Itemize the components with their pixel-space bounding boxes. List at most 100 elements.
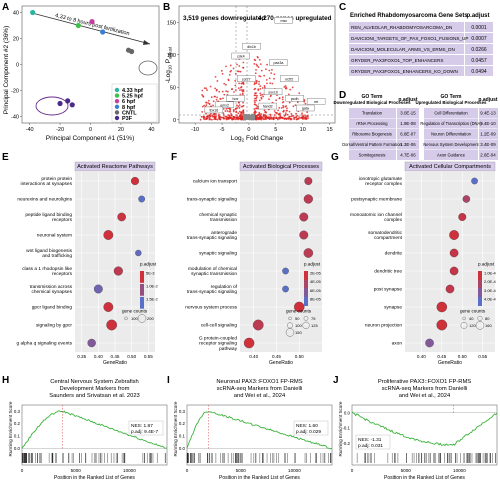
legend-swatch	[114, 93, 120, 98]
volcano-point	[284, 87, 287, 90]
dotplot-category-label: protein protein	[41, 176, 72, 182]
gsea-title-line: Saunders and Srivatsan et al. 2023	[49, 393, 140, 399]
dotplot-dot	[138, 195, 146, 203]
legend-swatch	[114, 99, 120, 104]
dotplot-dot	[135, 249, 142, 257]
volcano-point	[229, 116, 232, 119]
pca-ylabel: Principal Component #2 (36%)	[3, 26, 10, 115]
volcano-point	[209, 118, 212, 121]
volcano-point	[242, 66, 245, 69]
dotplot-dot	[117, 212, 126, 222]
dotplot-xtick-label: 0.50	[127, 354, 136, 359]
volcano-point	[281, 101, 284, 104]
volcano-point	[237, 118, 240, 121]
gene-set-cell	[349, 44, 464, 54]
go-left-cell	[349, 108, 396, 118]
gsea-ytick-label: -0.1	[342, 426, 350, 431]
gsea-enrichment-curve	[186, 411, 333, 450]
dotplot-size-legend-label: 120	[469, 323, 476, 328]
dotplot-category-label: chemical synaptic	[199, 212, 237, 218]
dotplot-color-legend-title: p.adjust	[140, 262, 157, 267]
volcano-point	[200, 115, 203, 118]
volcano-point	[212, 100, 215, 103]
volcano-point	[206, 117, 209, 120]
volcano-gene-label: hand2	[263, 105, 273, 109]
volcano-point	[259, 92, 262, 95]
volcano-point	[284, 105, 287, 108]
volcano-point-ns	[244, 115, 247, 118]
gsea-ylabel: Running Enrichment Score	[173, 401, 178, 456]
dotplot-dot	[282, 285, 289, 293]
panel-d: GO Term Downregulated Biological Process…	[333, 94, 498, 160]
dotplot-category-label: complex	[384, 217, 402, 223]
volcano-point	[282, 104, 285, 107]
dotplot-dot	[458, 213, 467, 221]
volcano-point	[201, 89, 204, 92]
volcano-point	[288, 101, 291, 104]
dotplot-category-label: interactions at synapses	[21, 181, 73, 187]
legend-swatch	[114, 110, 120, 115]
volcano-point	[239, 116, 242, 119]
volcano-point	[287, 93, 290, 96]
volcano-gene-label: pcdh	[291, 97, 299, 101]
volcano-ytick-label: 150	[167, 20, 176, 26]
volcano-point	[214, 75, 217, 78]
gene-set-p: 0.0001	[471, 25, 487, 31]
volcano-point	[291, 86, 294, 89]
go-terms-table: Translation 3.0E-15 rRNA Processing 1.9E-08…	[342, 108, 498, 160]
dotplot-color-legend-label: 1.0E-2	[146, 283, 159, 288]
volcano-point	[265, 78, 268, 81]
pca-point-6hpf	[89, 19, 95, 25]
volcano-point-ns	[244, 118, 247, 121]
go-left-p-cell	[397, 150, 419, 160]
dotplot-category-label: receptor signaling	[199, 341, 237, 347]
volcano-point	[240, 113, 243, 116]
volcano-point	[227, 118, 230, 121]
volcano-point	[275, 99, 278, 102]
volcano-point	[295, 118, 298, 121]
volcano-point	[215, 89, 218, 92]
volcano-point	[240, 111, 243, 114]
dotplot-size-legend-label: 50	[295, 316, 300, 321]
volcano-xtick-label: 5	[274, 127, 277, 133]
pca-ytick-label: 0	[16, 63, 19, 69]
dotplot-dot	[293, 301, 305, 313]
volcano-point	[210, 105, 212, 108]
volcano-point	[270, 72, 273, 75]
gsea-xlabel: Position in the Ranked List of Genes	[54, 475, 135, 481]
volcano-ytick-label: 100	[167, 53, 176, 59]
volcano-point	[216, 96, 218, 99]
volcano-point	[274, 111, 277, 114]
volcano-point	[286, 109, 288, 112]
dotplot-size-legend-label: 80	[485, 316, 490, 321]
volcano-point	[253, 83, 256, 86]
volcano-point	[238, 107, 241, 109]
volcano-point	[238, 104, 241, 107]
dotplot-color-swatch	[140, 283, 144, 296]
panel-h: Central Nervous System ZebrafishDevelopm…	[8, 379, 168, 481]
panel-letter-i: I	[167, 375, 170, 386]
gsea-title-line: scRNA-seq Markers from Danielli	[217, 386, 303, 392]
volcano-point	[255, 96, 258, 99]
pca-point-p3f	[57, 100, 63, 107]
volcano-point	[226, 116, 229, 119]
gsea-ytick-label: 0.2	[14, 421, 21, 426]
go-left-term: Ribosome Biogenesis	[352, 132, 392, 137]
volcano-point	[300, 116, 303, 119]
volcano-point	[276, 117, 279, 120]
volcano-point	[208, 116, 210, 119]
volcano-point	[237, 116, 240, 119]
volcano-point	[260, 113, 263, 115]
volcano-point	[254, 116, 257, 118]
volcano-point	[216, 118, 219, 121]
volcano-point-ns	[243, 114, 245, 117]
volcano-point	[226, 90, 229, 93]
gsea-xtick-label: 5000	[236, 468, 247, 473]
volcano-point	[282, 110, 285, 113]
volcano-point	[205, 87, 208, 90]
dotplot-color-swatch	[304, 296, 308, 307]
gsea-title-line: and Wei et al., 2024	[399, 393, 451, 399]
volcano-point	[255, 107, 258, 110]
volcano-point	[259, 87, 262, 90]
go-right-p-cell	[479, 139, 498, 150]
